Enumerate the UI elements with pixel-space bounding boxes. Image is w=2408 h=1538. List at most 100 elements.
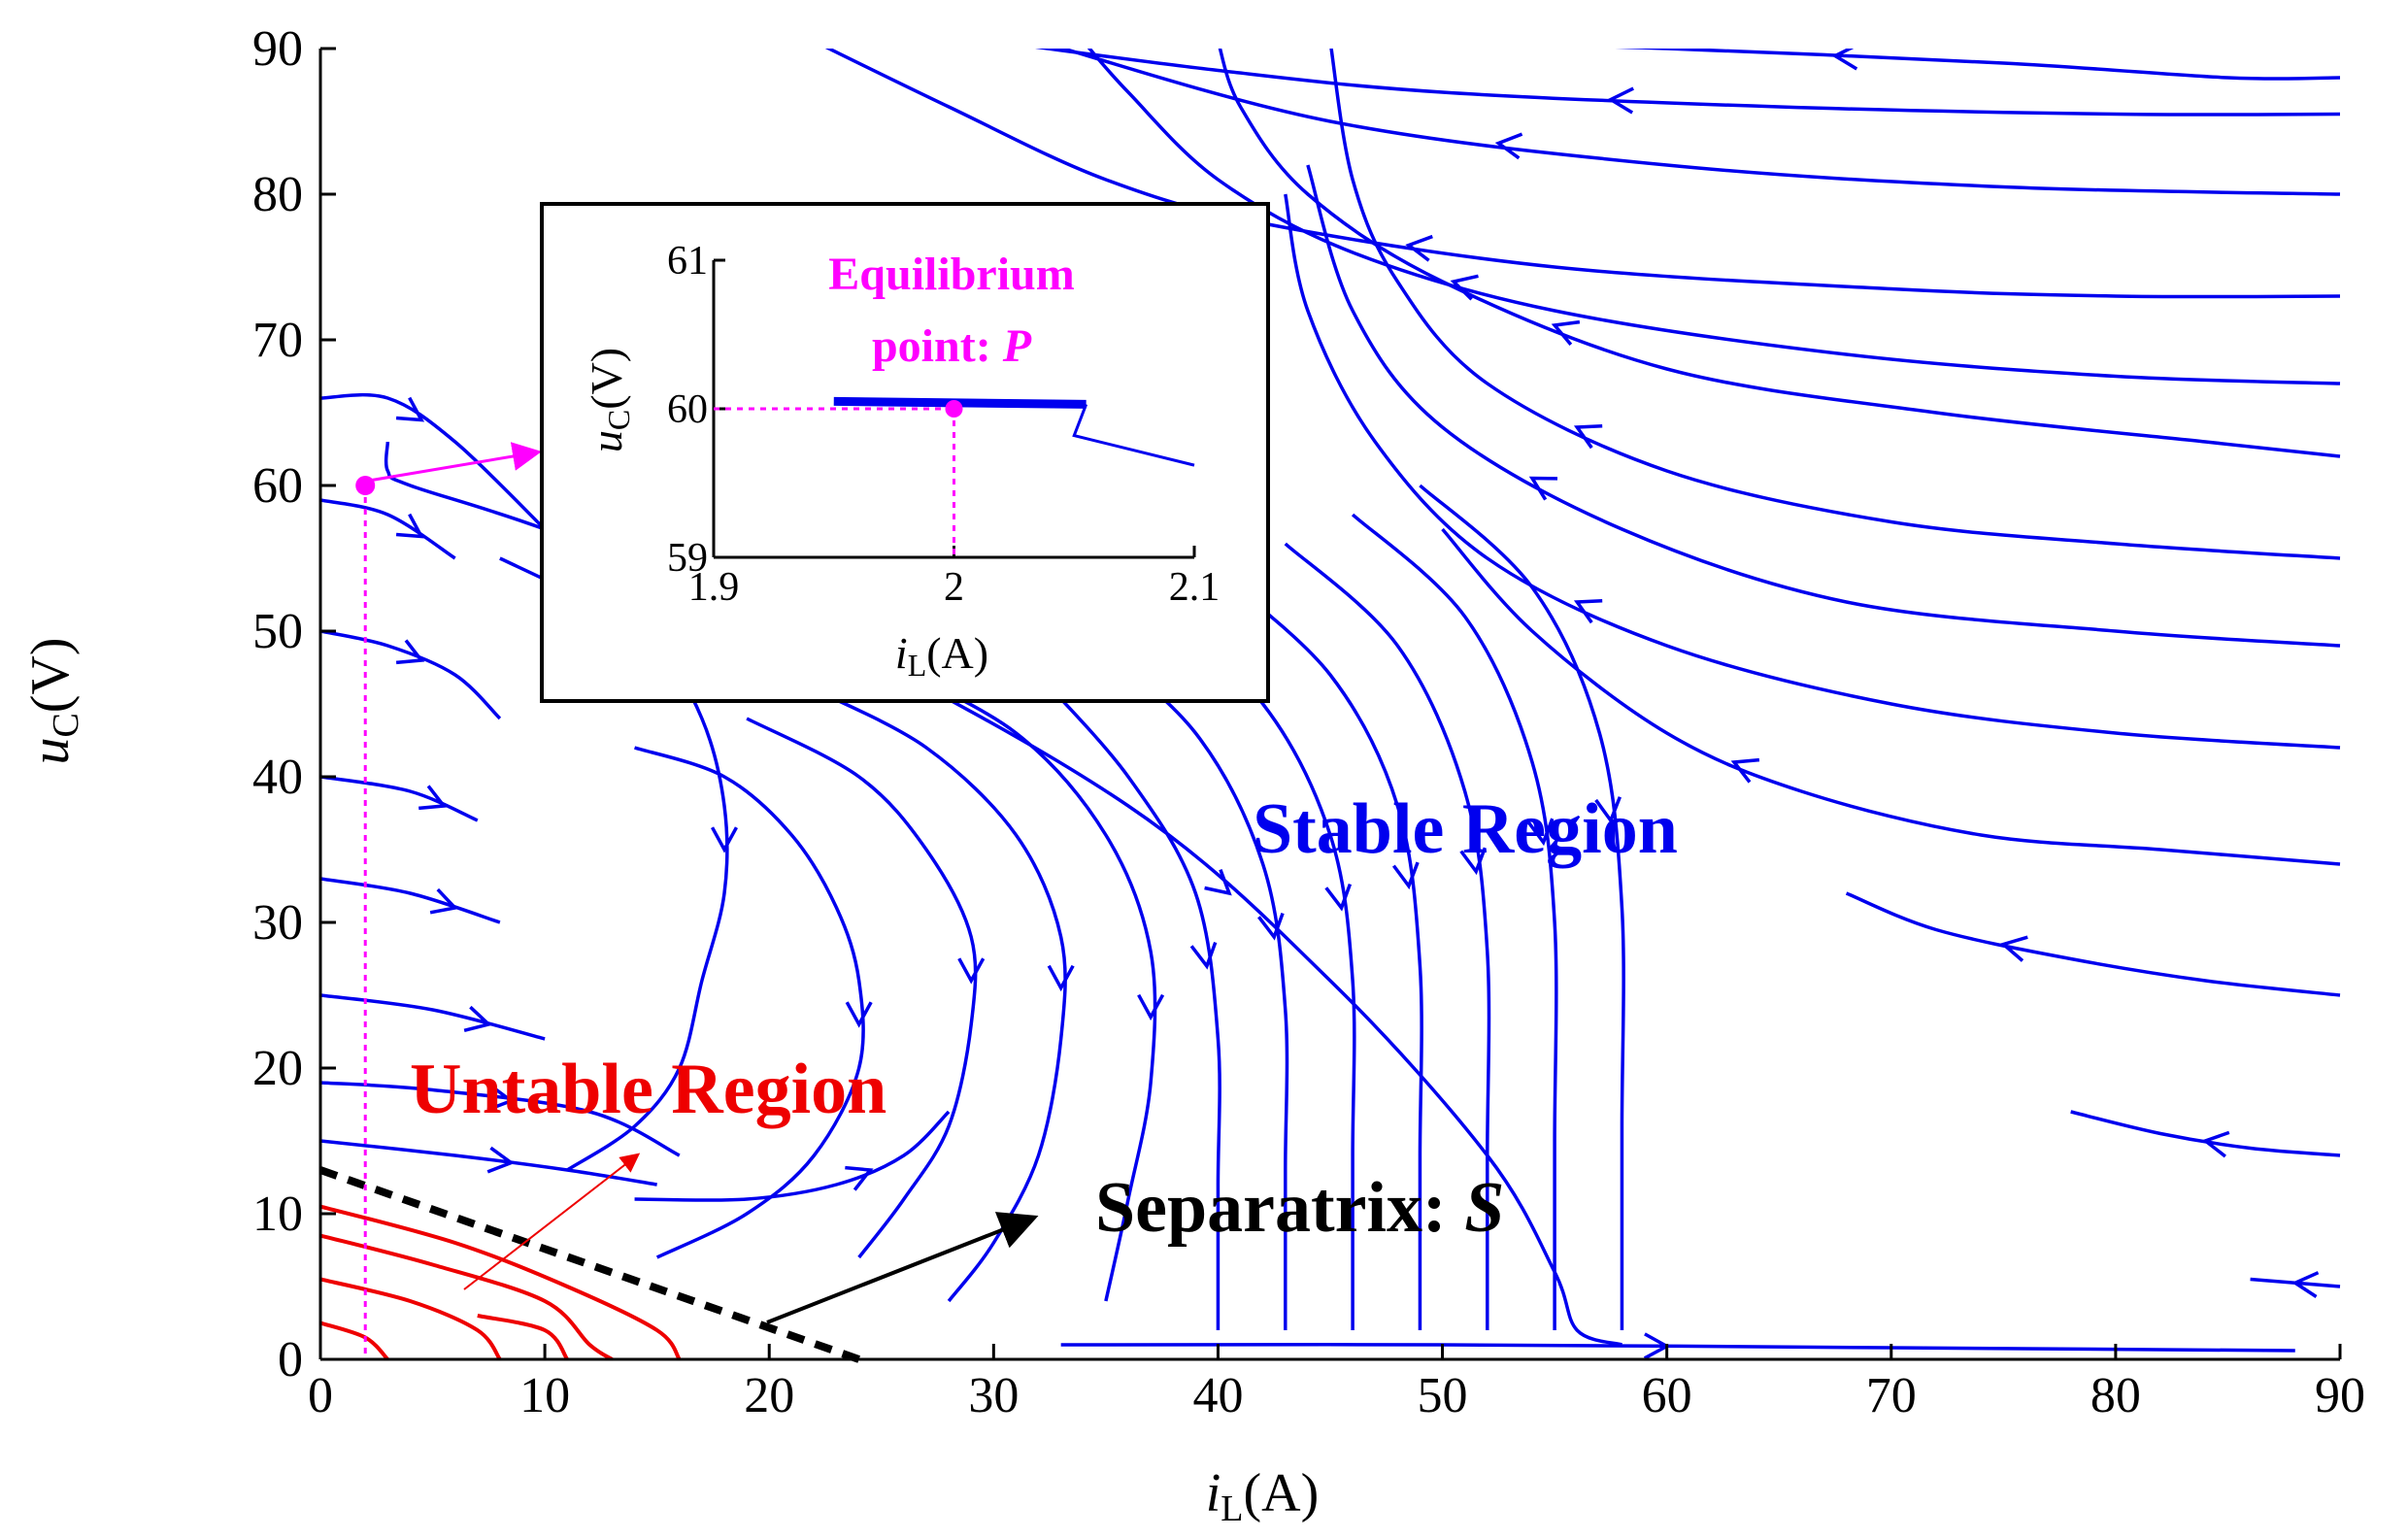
- x-tick-label: 0: [308, 1368, 333, 1423]
- y-axis-title: uC(V): [20, 637, 86, 764]
- stable-region-label: Stable Region: [1253, 789, 1678, 869]
- stable-trajectory-arrow: [395, 513, 425, 539]
- stable-trajectory-arrow: [1573, 424, 1603, 450]
- unstable-trajectory: [320, 1321, 389, 1359]
- x-tick-label: 30: [968, 1368, 1019, 1423]
- equilibrium-zoom-arrow: [362, 442, 542, 484]
- y-tick-label: 10: [252, 1187, 303, 1242]
- unstable-region-label: Untable Region: [410, 1050, 886, 1129]
- stable-trajectory: [1284, 193, 2341, 750]
- stable-trajectory-arrow: [1528, 476, 1558, 501]
- stable-trajectory-arrow: [1831, 49, 1858, 71]
- stable-trajectory-arrow: [463, 1005, 492, 1033]
- stable-trajectory: [824, 49, 2341, 299]
- separatrix-layer: [318, 1166, 860, 1363]
- stable-trajectory-arrow: [395, 639, 425, 665]
- stable-trajectory: [1087, 49, 2341, 385]
- equilibrium-label-line1: Equilibrium: [828, 249, 1074, 300]
- x-tick-label: 60: [1642, 1368, 1692, 1423]
- separatrix-line: [318, 1166, 860, 1363]
- stable-trajectory: [1218, 49, 2341, 458]
- stable-trajectory-arrow: [1730, 757, 1760, 784]
- inset-x-axis-title: iL(A): [895, 628, 988, 683]
- inset-content: 1.9 2 2.1 59 60 61: [667, 239, 1220, 610]
- stable-trajectory-arrow: [845, 1001, 873, 1028]
- inset-trajectory-tail: [1072, 403, 1195, 467]
- stable-trajectory-arrow: [418, 785, 448, 811]
- stable-trajectory-arrow: [1189, 941, 1218, 970]
- guide-lines: [355, 476, 376, 1359]
- stable-trajectory: [1615, 49, 2341, 81]
- inset-y-tick-label: 60: [667, 387, 708, 432]
- stable-trajectory-arrow: [1137, 993, 1165, 1021]
- inset-y-tick-label: 61: [667, 239, 708, 284]
- y-tick-label: 70: [252, 313, 303, 368]
- stable-trajectory-arrow: [1551, 319, 1581, 347]
- stable-trajectory: [1419, 484, 1625, 1331]
- stable-trajectory: [1035, 49, 2341, 117]
- stable-trajectory: [1037, 673, 1221, 1330]
- stable-trajectory: [1082, 629, 1289, 1330]
- y-tick-label: 50: [252, 604, 303, 659]
- stable-trajectory-arrow: [2291, 1271, 2320, 1298]
- stable-trajectory-arrow: [1526, 818, 1555, 847]
- stable-trajectory-arrow: [845, 1165, 874, 1191]
- x-tick-label: 80: [2090, 1368, 2141, 1423]
- stable-trajectory-arrow: [429, 887, 459, 915]
- stable-trajectory-arrow: [1391, 861, 1420, 890]
- stable-trajectory: [1057, 49, 2341, 196]
- y-tick-label: 0: [278, 1332, 303, 1388]
- stable-trajectory-arrow: [1047, 964, 1075, 992]
- inset-equilibrium-point: [945, 400, 963, 418]
- stable-trajectory-arrow: [1607, 86, 1634, 115]
- tick-marks: 0 10 20 30 40 50 60 70 80 90 0 10 20 30 40 50 60 70 80 90: [252, 21, 2365, 1423]
- x-tick-label: 20: [744, 1368, 794, 1423]
- y-tick-label: 40: [252, 750, 303, 805]
- inset-y-tick-label: 59: [667, 536, 708, 581]
- stable-trajectory: [384, 441, 1622, 1347]
- stable-trajectory-arrow: [957, 957, 986, 985]
- stable-trajectory-arrow: [1999, 935, 2028, 962]
- stable-trajectory-arrow: [395, 396, 425, 422]
- stable-trajectory: [1351, 513, 1558, 1330]
- stable-trajectory: [1306, 164, 2341, 648]
- inset-y-axis-title: uC(V): [582, 348, 636, 452]
- stable-trajectory: [320, 498, 456, 560]
- stable-trajectory: [1217, 571, 1423, 1330]
- stable-trajectory: [1284, 542, 1491, 1330]
- stable-trajectory-arrow: [1459, 847, 1488, 876]
- x-tick-label: 10: [519, 1368, 570, 1423]
- stable-trajectory: [813, 687, 1067, 1303]
- stable-trajectory: [320, 629, 502, 720]
- stable-trajectory-arrow: [1494, 132, 1523, 160]
- stable-trajectory-arrow: [1405, 234, 1433, 262]
- x-axis-title: iL(A): [1206, 1463, 1320, 1529]
- y-tick-label: 20: [252, 1041, 303, 1096]
- stable-trajectory: [2070, 1110, 2341, 1157]
- stable-trajectory: [1060, 1343, 2295, 1353]
- x-tick-label: 50: [1418, 1368, 1468, 1423]
- stable-trajectory: [320, 1081, 681, 1157]
- stable-trajectory-arrow: [710, 826, 739, 853]
- stable-trajectory-arrow: [486, 1146, 516, 1174]
- stable-trajectory: [634, 746, 865, 1259]
- x-tick-label: 40: [1192, 1368, 1243, 1423]
- inset-x-tick-label: 2.1: [1169, 565, 1221, 610]
- separatrix-label: Separatrix: S: [1095, 1168, 1504, 1248]
- stable-trajectory-arrow: [1573, 599, 1603, 624]
- unstable-trajectory: [320, 1277, 502, 1359]
- stable-trajectory: [1329, 49, 2341, 560]
- unstable-trajectory: [477, 1314, 569, 1359]
- stable-trajectory-arrow: [1324, 883, 1353, 912]
- unstable-trajectory: [320, 1204, 682, 1359]
- stable-trajectory: [320, 1139, 657, 1187]
- stable-trajectory: [1845, 891, 2341, 997]
- trajectory-group: [320, 49, 2341, 1359]
- stable-trajectory: [320, 877, 501, 924]
- stable-trajectory-arrow: [2201, 1130, 2230, 1158]
- stable-trajectory-arrow: [1257, 912, 1285, 941]
- stable-trajectory: [634, 1110, 951, 1202]
- separatrix-pointer-arrow: [766, 1212, 1039, 1324]
- axes: [318, 49, 2340, 1361]
